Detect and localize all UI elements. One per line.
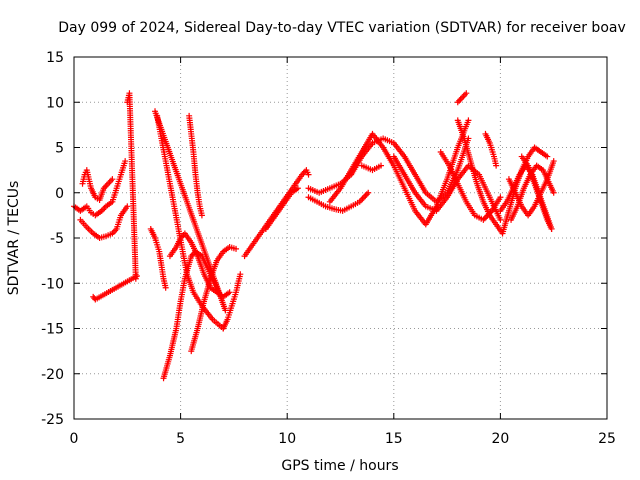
data-point bbox=[497, 194, 504, 201]
y-axis-label: SDTVAR / TECUs bbox=[6, 181, 22, 296]
y-tick-label: -15 bbox=[41, 322, 64, 338]
data-point bbox=[237, 271, 244, 278]
y-tick-label: -10 bbox=[41, 276, 64, 292]
series-t24 bbox=[482, 130, 500, 169]
data-point bbox=[198, 212, 205, 219]
y-tick-label: -25 bbox=[41, 412, 64, 428]
y-tick-label: 0 bbox=[55, 186, 64, 202]
data-point bbox=[378, 162, 385, 169]
y-tick-label: 15 bbox=[46, 50, 64, 66]
y-tick-label: -5 bbox=[50, 231, 64, 247]
chart-title: Day 099 of 2024, Sidereal Day-to-day VTE… bbox=[58, 20, 626, 36]
data-point bbox=[233, 245, 240, 252]
series-t25 bbox=[505, 158, 557, 219]
data-point bbox=[497, 216, 504, 223]
series-t3 bbox=[79, 167, 116, 203]
series-t9 bbox=[166, 230, 233, 300]
series-t27 bbox=[90, 90, 140, 303]
y-tick-label: 5 bbox=[55, 141, 64, 157]
data-point bbox=[162, 284, 169, 291]
series-t19 bbox=[454, 90, 470, 106]
data-point bbox=[493, 162, 500, 169]
data-point bbox=[122, 158, 129, 165]
data-point bbox=[124, 203, 131, 210]
series-t21 bbox=[454, 117, 551, 237]
data-points bbox=[71, 90, 557, 382]
series-t18 bbox=[390, 153, 504, 223]
x-tick-label: 15 bbox=[385, 431, 403, 447]
y-tick-label: -20 bbox=[41, 367, 64, 383]
y-tick-label: 10 bbox=[46, 95, 64, 111]
series-t13 bbox=[262, 185, 301, 232]
axis-ticks: 0 5 10 15 20 25 -25 -20 -15 -10 -5 0 5 10 15 bbox=[41, 50, 616, 447]
data-point bbox=[109, 176, 116, 183]
data-point bbox=[463, 90, 470, 97]
series-t1 bbox=[71, 158, 129, 219]
data-point bbox=[305, 171, 312, 178]
series-t11 bbox=[220, 271, 244, 332]
x-tick-label: 0 bbox=[70, 431, 79, 447]
data-point bbox=[91, 295, 98, 302]
plot-frame bbox=[73, 56, 608, 420]
data-point bbox=[365, 189, 372, 196]
series-t20 bbox=[437, 149, 504, 223]
data-point bbox=[90, 293, 97, 300]
data-point bbox=[226, 289, 233, 296]
series-t14 bbox=[305, 189, 372, 214]
x-axis-label: GPS time / hours bbox=[281, 458, 398, 474]
data-point bbox=[294, 185, 301, 192]
series-t8 bbox=[186, 112, 205, 219]
x-tick-label: 10 bbox=[278, 431, 296, 447]
series-t2 bbox=[77, 203, 131, 241]
series-t7 bbox=[147, 225, 169, 291]
series-t17 bbox=[358, 162, 385, 174]
series-t16 bbox=[326, 117, 472, 228]
x-tick-label: 25 bbox=[598, 431, 616, 447]
data-point bbox=[465, 117, 472, 124]
series-t26 bbox=[518, 153, 555, 232]
x-tick-label: 20 bbox=[491, 431, 509, 447]
x-tick-label: 5 bbox=[176, 431, 185, 447]
series-t23 bbox=[508, 162, 557, 223]
data-point bbox=[550, 189, 557, 196]
data-point bbox=[550, 158, 557, 165]
series-t10 bbox=[188, 244, 240, 355]
data-point bbox=[548, 225, 555, 232]
data-point bbox=[544, 153, 551, 160]
